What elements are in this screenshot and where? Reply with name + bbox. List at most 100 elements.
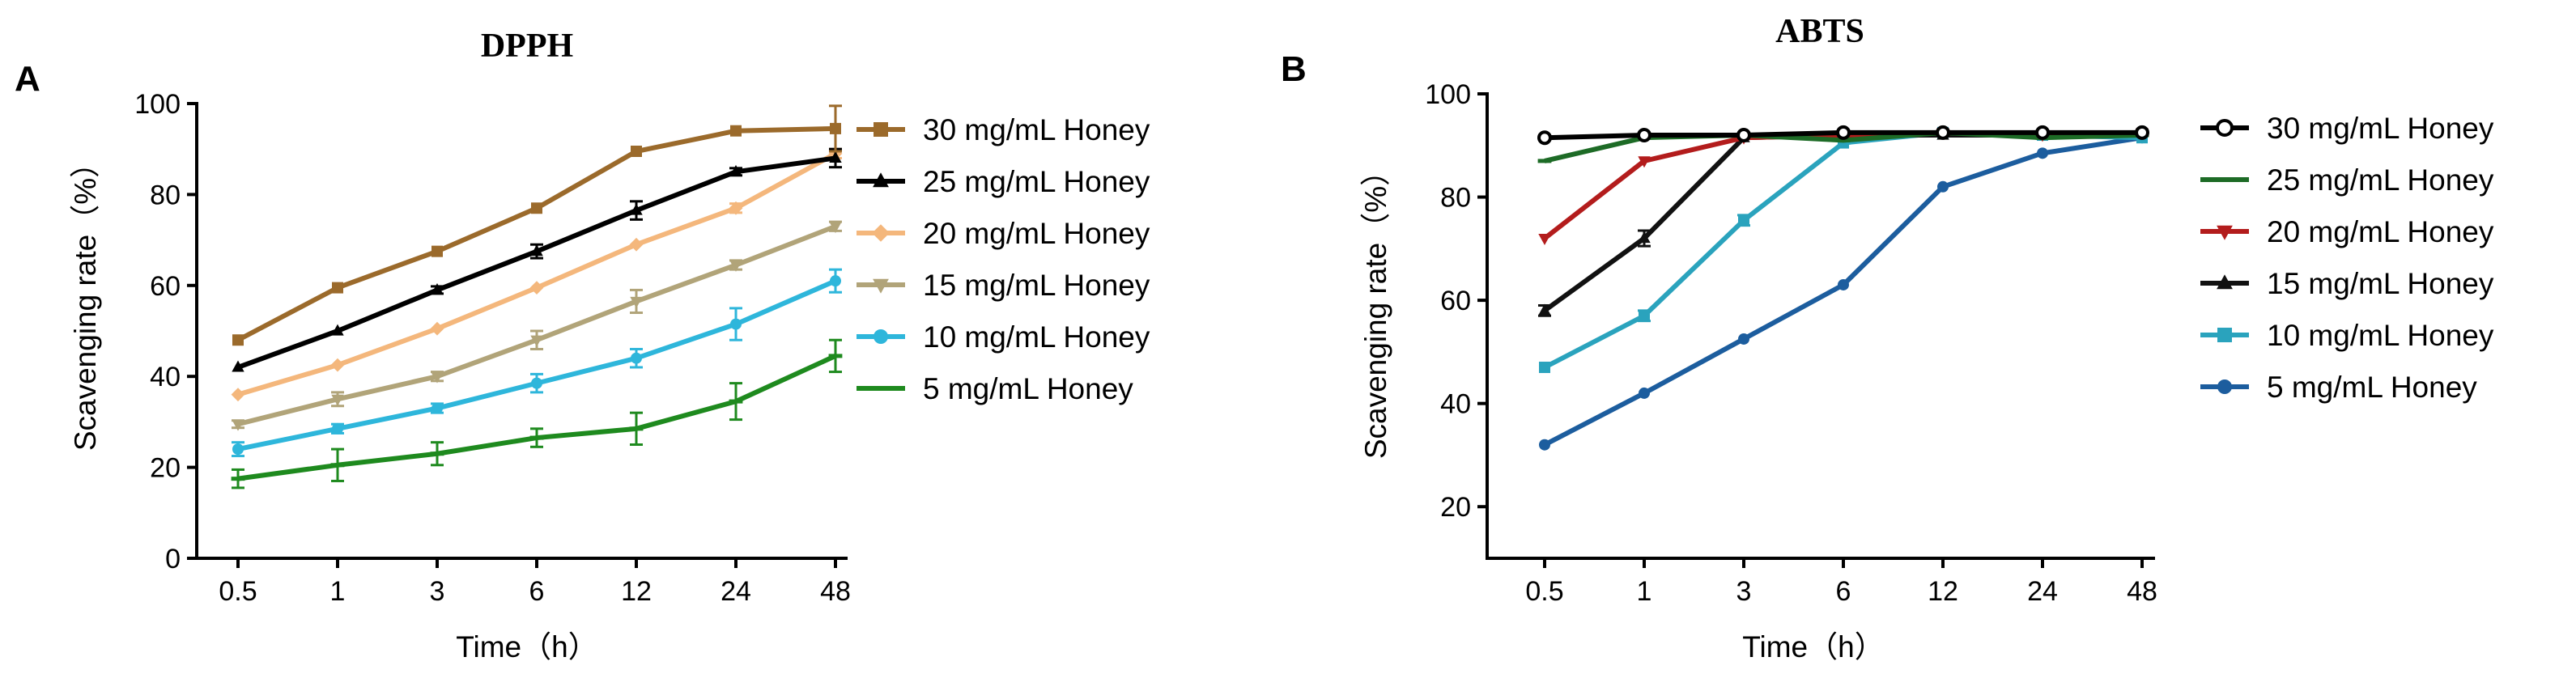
data-point: [729, 164, 742, 176]
legend-item-20-mg-ml-honey: 20 mg/mL Honey: [2200, 215, 2494, 248]
legend-marker: [2217, 379, 2232, 394]
data-point: [431, 371, 444, 384]
legend-label: 25 mg/mL Honey: [2267, 163, 2494, 197]
data-point: [232, 360, 244, 372]
legend-item-15-mg-ml-honey: 15 mg/mL Honey: [857, 269, 1150, 302]
y-tick-label: 60: [150, 271, 181, 302]
y-tick-label: 100: [1425, 79, 1471, 110]
x-tick-label: 0.5: [1525, 576, 1563, 607]
data-point: [332, 422, 343, 434]
series-30-mg-ml-honey: [1537, 125, 2149, 146]
panel-a: A DPPH Scavenging rate（%） Time（h） 0 20 40 6…: [15, 28, 1150, 663]
y-tick-label: 20: [1440, 492, 1471, 523]
x-tick-label: 1: [1637, 576, 1652, 607]
plot-area-b: 20 40 60 80 100 0.5 1 3 6 12 24 48: [1425, 79, 2157, 607]
data-point: [729, 399, 743, 404]
y-tick-label: 40: [150, 362, 181, 392]
data-point: [232, 443, 244, 456]
data-point: [1638, 156, 1651, 168]
data-point: [1638, 231, 1651, 244]
x-tick-label: 6: [529, 576, 545, 607]
chart-title-dpph: DPPH: [481, 28, 573, 65]
data-point: [729, 260, 742, 272]
legend-item-30-mg-ml-honey: 30 mg/mL Honey: [2200, 112, 2494, 145]
data-point: [1736, 128, 1751, 143]
data-point: [231, 388, 245, 402]
x-tick-label: 48: [2127, 576, 2157, 607]
data-point: [631, 352, 642, 364]
data-point: [1838, 278, 1849, 290]
data-point: [730, 318, 742, 330]
data-point: [830, 122, 841, 134]
x-tick-label: 12: [1928, 576, 1958, 607]
legend-item-10-mg-ml-honey: 10 mg/mL Honey: [857, 320, 1150, 354]
x-tick-label: 3: [1736, 576, 1752, 607]
legend-marker: [872, 386, 890, 391]
legend-label: 10 mg/mL Honey: [923, 320, 1150, 354]
data-point: [232, 334, 244, 346]
data-point: [529, 435, 544, 440]
data-point: [530, 244, 543, 256]
legend-item-25-mg-ml-honey: 25 mg/mL Honey: [2200, 163, 2494, 197]
legend-marker: [2216, 177, 2234, 182]
legend-marker: [874, 122, 888, 137]
legend-marker: [873, 278, 889, 294]
legend-label: 25 mg/mL Honey: [923, 165, 1150, 198]
legend-label: 30 mg/mL Honey: [2267, 112, 2494, 145]
x-tick-label: 6: [1836, 576, 1851, 607]
data-point: [1936, 125, 1950, 140]
panel-b: B ABTS Scavenging rate（%） Time（h） 204060…: [1281, 13, 2494, 663]
data-point: [431, 245, 443, 257]
data-point: [529, 281, 544, 295]
legend-label: 5 mg/mL Honey: [2267, 371, 2477, 404]
data-point: [1836, 138, 1851, 142]
legend-marker: [874, 329, 888, 344]
data-point: [1537, 159, 1552, 163]
data-point: [331, 324, 344, 336]
data-point: [1836, 125, 1851, 140]
x-tick-label: 12: [621, 576, 652, 607]
legend-label: 15 mg/mL Honey: [2267, 267, 2494, 300]
y-axis-label-b: Scavenging rate（%）: [1359, 156, 1392, 459]
x-tick-label: 3: [430, 576, 445, 607]
panel-label-b: B: [1281, 49, 1307, 89]
legend-marker: [2217, 225, 2233, 240]
data-point: [630, 203, 643, 215]
y-tick-label: 80: [1440, 183, 1471, 214]
data-point: [729, 201, 743, 215]
data-point: [629, 237, 644, 252]
legend-item-25-mg-ml-honey: 25 mg/mL Honey: [857, 165, 1150, 198]
data-point: [330, 463, 345, 468]
data-point: [530, 335, 543, 347]
data-point: [829, 222, 842, 234]
x-tick-label: 24: [721, 576, 751, 607]
series-line: [236, 125, 836, 342]
series-30-mg-ml-honey: [232, 104, 842, 346]
data-point: [332, 282, 343, 294]
legend-label: 20 mg/mL Honey: [2267, 215, 2494, 248]
series-15-mg-ml-honey: [232, 220, 842, 431]
data-point: [1639, 310, 1650, 322]
y-tick-label: 0: [165, 544, 181, 574]
data-point: [630, 296, 643, 308]
legend-item-5-mg-ml-honey: 5 mg/mL Honey: [857, 372, 1133, 405]
legend-item-20-mg-ml-honey: 20 mg/mL Honey: [857, 217, 1150, 250]
legend-a: 30 mg/mL Honey 25 mg/mL Honey 20 mg/mL Hon…: [857, 113, 1150, 405]
x-tick-label: 48: [820, 576, 851, 607]
series-20-mg-ml-honey: [231, 146, 843, 402]
legend-marker: [2217, 274, 2233, 290]
panel-label-a: A: [15, 59, 40, 99]
x-tick-label: 0.5: [219, 576, 257, 607]
legend-marker: [872, 224, 890, 242]
data-point: [629, 426, 644, 431]
legend-label: 5 mg/mL Honey: [923, 372, 1133, 405]
y-tick-label: 80: [150, 180, 181, 210]
data-point: [1537, 130, 1552, 146]
y-tick-label: 20: [150, 453, 181, 484]
legend-marker: [2217, 328, 2232, 342]
data-point: [531, 202, 542, 214]
plot-area-a: 0 20 40 60 80 100 0.5 1 3 6 12 24 48: [134, 89, 851, 607]
data-point: [232, 419, 244, 431]
data-point: [830, 275, 841, 287]
